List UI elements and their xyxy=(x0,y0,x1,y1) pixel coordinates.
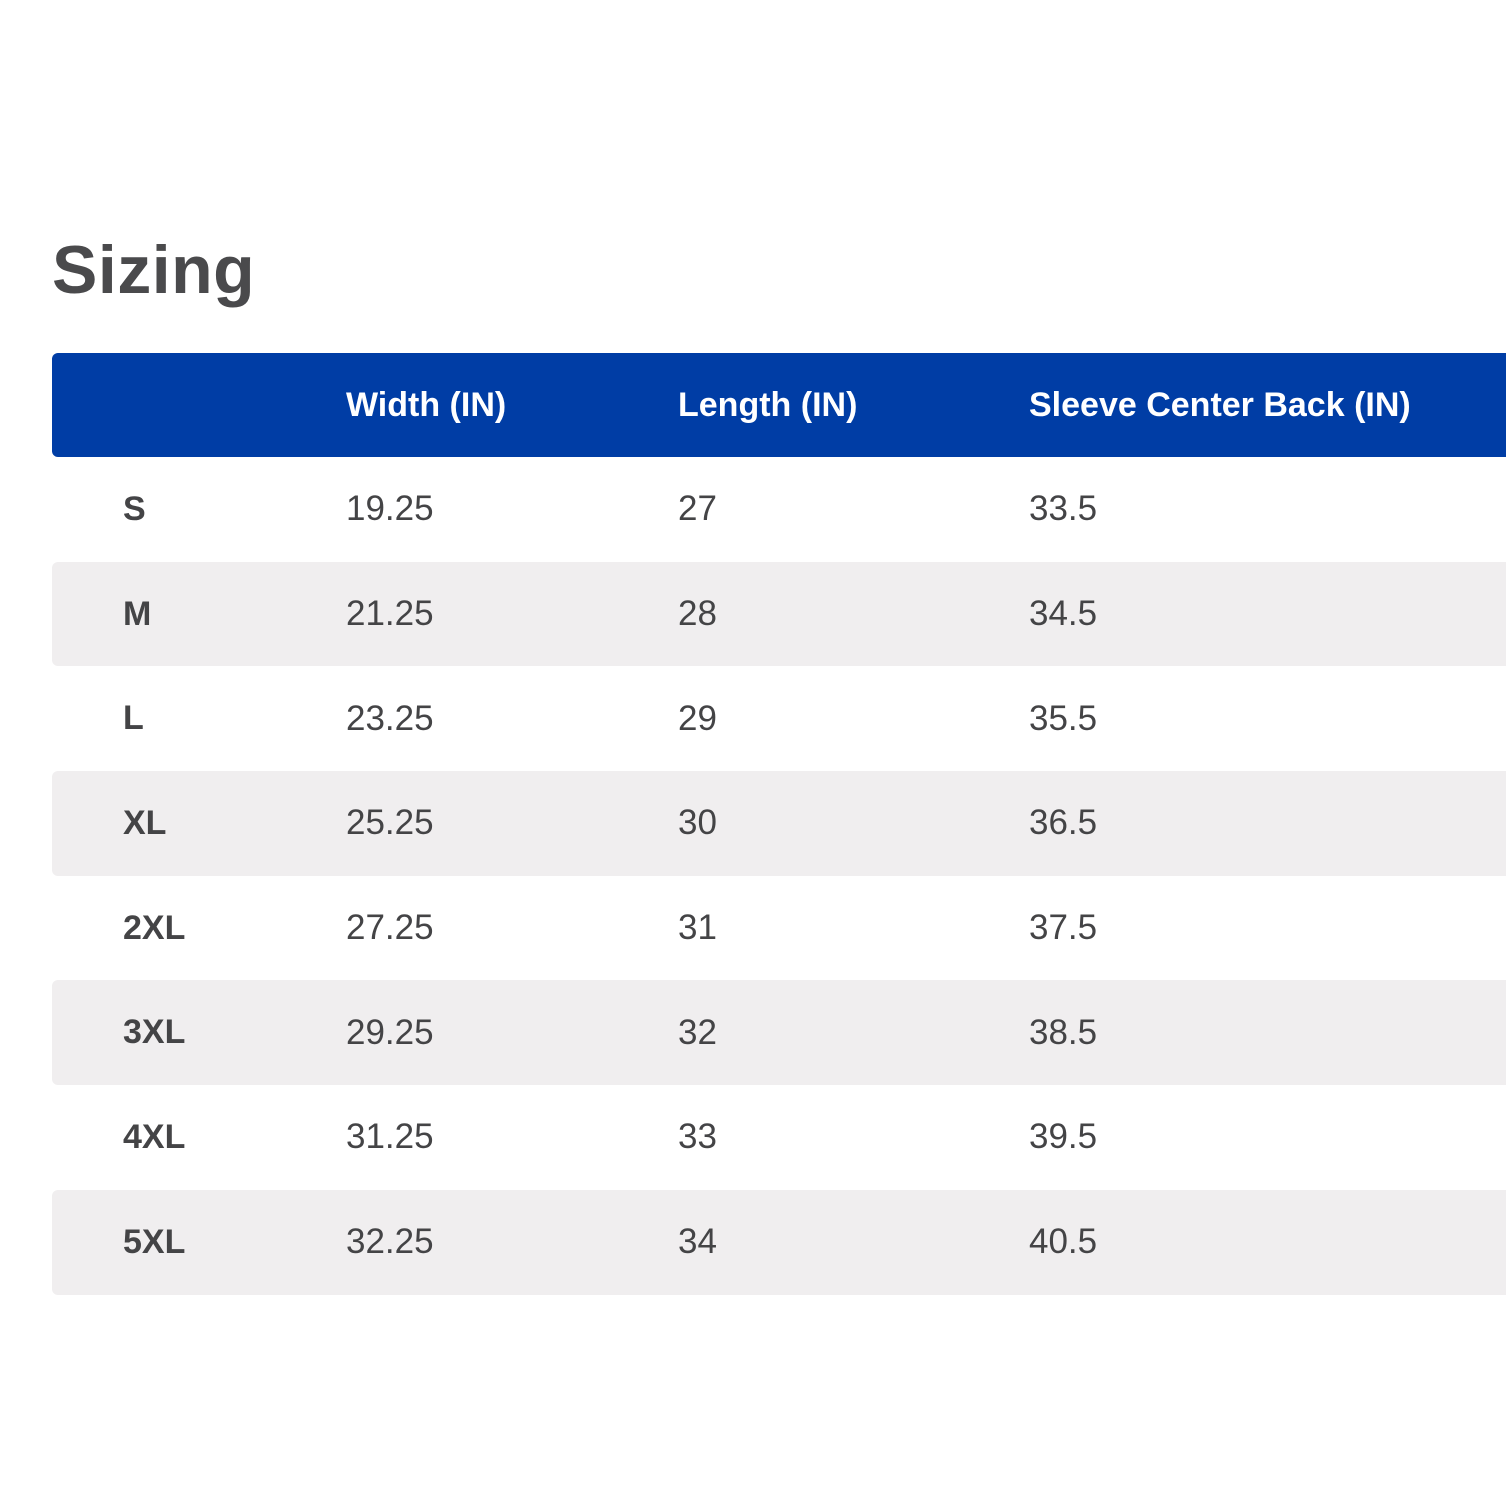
length-cell: 27 xyxy=(678,457,717,562)
header-sleeve-center-back: Sleeve Center Back (IN) xyxy=(1029,353,1411,457)
sleeve-cell: 40.5 xyxy=(1029,1190,1097,1295)
table-row: 3XL 29.25 32 38.5 xyxy=(52,980,1506,1085)
width-cell: 25.25 xyxy=(346,771,434,876)
page-title: Sizing xyxy=(52,236,255,304)
table-header: Width (IN) Length (IN) Sleeve Center Bac… xyxy=(52,353,1506,457)
width-cell: 27.25 xyxy=(346,876,434,981)
sleeve-cell: 38.5 xyxy=(1029,980,1097,1085)
length-cell: 32 xyxy=(678,980,717,1085)
width-cell: 31.25 xyxy=(346,1085,434,1190)
length-cell: 28 xyxy=(678,562,717,667)
size-cell: 2XL xyxy=(123,876,185,981)
header-width: Width (IN) xyxy=(346,353,506,457)
length-cell: 34 xyxy=(678,1190,717,1295)
size-cell: L xyxy=(123,666,144,771)
length-cell: 33 xyxy=(678,1085,717,1190)
sleeve-cell: 36.5 xyxy=(1029,771,1097,876)
length-cell: 31 xyxy=(678,876,717,981)
length-cell: 29 xyxy=(678,666,717,771)
width-cell: 19.25 xyxy=(346,457,434,562)
sleeve-cell: 35.5 xyxy=(1029,666,1097,771)
table-row: M 21.25 28 34.5 xyxy=(52,562,1506,667)
width-cell: 32.25 xyxy=(346,1190,434,1295)
sleeve-cell: 37.5 xyxy=(1029,876,1097,981)
width-cell: 29.25 xyxy=(346,980,434,1085)
table-row: S 19.25 27 33.5 xyxy=(52,457,1506,562)
table-row: XL 25.25 30 36.5 xyxy=(52,771,1506,876)
sleeve-cell: 39.5 xyxy=(1029,1085,1097,1190)
table-row: 2XL 27.25 31 37.5 xyxy=(52,876,1506,981)
table-row: 4XL 31.25 33 39.5 xyxy=(52,1085,1506,1190)
size-cell: 5XL xyxy=(123,1190,185,1295)
sleeve-cell: 34.5 xyxy=(1029,562,1097,667)
width-cell: 23.25 xyxy=(346,666,434,771)
size-cell: XL xyxy=(123,771,166,876)
width-cell: 21.25 xyxy=(346,562,434,667)
length-cell: 30 xyxy=(678,771,717,876)
sleeve-cell: 33.5 xyxy=(1029,457,1097,562)
table-row: 5XL 32.25 34 40.5 xyxy=(52,1190,1506,1295)
size-cell: M xyxy=(123,562,151,667)
header-length: Length (IN) xyxy=(678,353,857,457)
table-row: L 23.25 29 35.5 xyxy=(52,666,1506,771)
size-cell: 4XL xyxy=(123,1085,185,1190)
size-cell: S xyxy=(123,457,146,562)
size-cell: 3XL xyxy=(123,980,185,1085)
sizing-table: Width (IN) Length (IN) Sleeve Center Bac… xyxy=(52,353,1506,1295)
